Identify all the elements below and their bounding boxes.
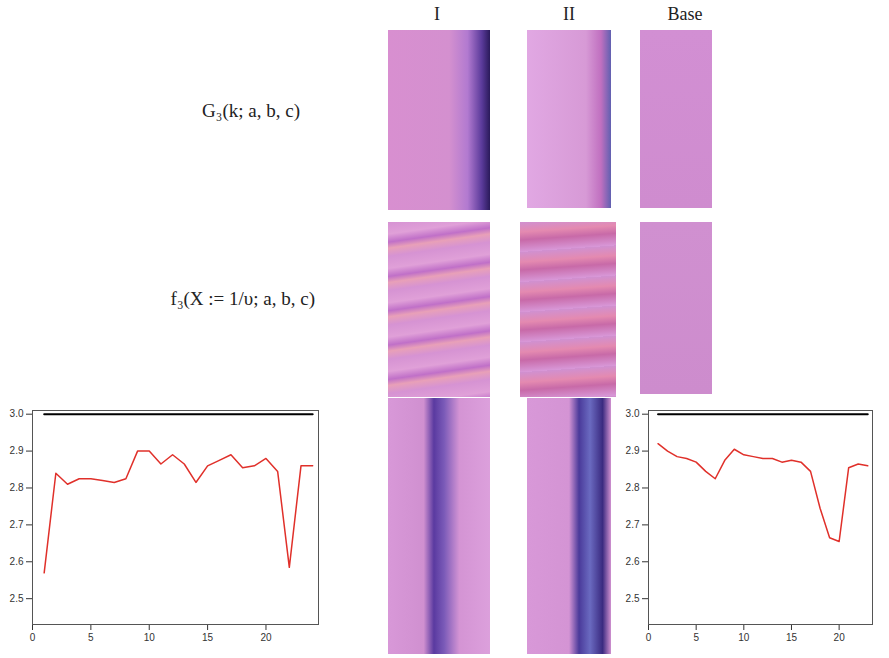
svg-text:3.0: 3.0	[10, 408, 24, 419]
svg-text:15: 15	[202, 632, 214, 643]
svg-text:2.9: 2.9	[10, 445, 24, 456]
svg-text:2.5: 2.5	[10, 593, 24, 604]
svg-text:2.5: 2.5	[626, 593, 640, 604]
svg-text:0: 0	[646, 632, 652, 643]
svg-text:2.6: 2.6	[10, 556, 24, 567]
svg-text:2.7: 2.7	[626, 519, 640, 530]
html-text:G₃(k; a, b, c): G₃(k; a, b, c)	[202, 100, 300, 121]
html-text:Base: Base	[667, 4, 703, 24]
html-text:II: II	[563, 4, 575, 24]
svg-text:10: 10	[144, 632, 156, 643]
svg-text:10: 10	[738, 632, 750, 643]
svg-text:5: 5	[88, 632, 94, 643]
svg-text:20: 20	[834, 632, 846, 643]
svg-text:2.6: 2.6	[626, 556, 640, 567]
svg-text:5: 5	[693, 632, 699, 643]
svg-text:0: 0	[30, 632, 36, 643]
svg-text:2.7: 2.7	[10, 519, 24, 530]
svg-text:2.9: 2.9	[626, 445, 640, 456]
html-text:f₃(X := 1/υ; a, b, c): f₃(X := 1/υ; a, b, c)	[170, 288, 315, 309]
svg-text:3.0: 3.0	[626, 408, 640, 419]
svg-text:2.8: 2.8	[626, 482, 640, 493]
svg-text:2.8: 2.8	[10, 482, 24, 493]
html-text:I: I	[434, 4, 440, 24]
svg-text:15: 15	[786, 632, 798, 643]
svg-text:20: 20	[260, 632, 272, 643]
